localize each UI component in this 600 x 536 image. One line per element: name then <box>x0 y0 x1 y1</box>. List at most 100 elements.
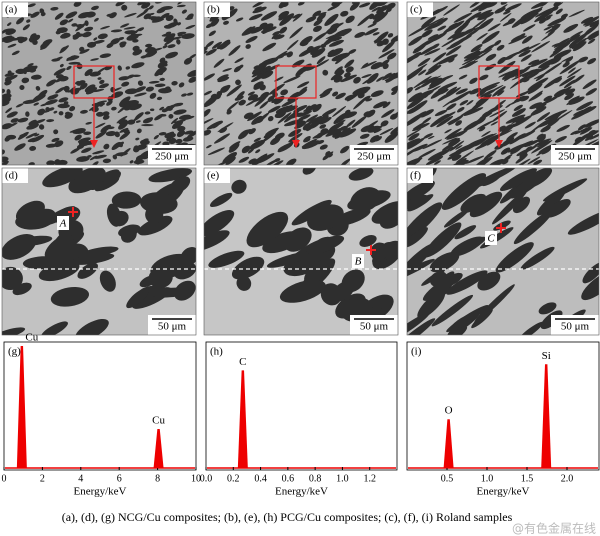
graphite-flake <box>251 67 268 78</box>
graphite-flake <box>38 124 45 130</box>
panel-frame <box>406 1 600 166</box>
graphite-flake <box>118 142 123 148</box>
graphite-flake <box>451 154 462 161</box>
graphite-flake <box>25 111 30 117</box>
graphite-flake <box>137 80 144 86</box>
graphite-flake <box>344 72 351 78</box>
graphite-flake <box>407 105 420 115</box>
graphite-flake <box>516 46 530 55</box>
graphite-flake <box>205 23 214 29</box>
x-tick-label: 2.0 <box>561 473 574 484</box>
graphite-flake <box>382 72 392 79</box>
arrow-head <box>495 140 503 148</box>
graphite-flake <box>177 31 187 35</box>
graphite-flake <box>254 6 262 11</box>
graphite-flake <box>496 44 505 51</box>
graphite-flake <box>175 138 183 144</box>
graphite-flake <box>441 173 487 210</box>
graphite-flake <box>59 45 69 54</box>
scale-label: 50 μm <box>360 321 389 333</box>
graphite-flake <box>422 272 461 301</box>
graphite-flake <box>176 130 186 138</box>
graphite-flake <box>427 34 439 40</box>
graphite-flake <box>518 49 531 58</box>
graphite-flake <box>446 130 468 140</box>
graphite-flake <box>369 2 382 10</box>
graphite-flake <box>505 114 526 124</box>
graphite-flake <box>204 209 235 237</box>
graphite-flake <box>235 17 244 22</box>
graphite-flake <box>267 116 274 122</box>
x-tick-label: 1.5 <box>521 473 534 484</box>
graphite-flake <box>132 49 143 56</box>
graphite-flake <box>350 187 381 212</box>
graphite-flake <box>504 3 522 12</box>
graphite-flake <box>443 208 470 228</box>
graphite-flake <box>19 85 25 90</box>
graphite-flake <box>423 133 434 139</box>
graphite-flake <box>475 94 492 105</box>
x-tick-label: 1.0 <box>481 473 494 484</box>
graphite-flake <box>345 119 356 128</box>
graphite-flake <box>335 69 344 75</box>
graphite-flake <box>186 13 194 20</box>
graphite-flake <box>541 96 558 105</box>
graphite-flake <box>7 122 18 128</box>
graphite-flake <box>589 17 599 28</box>
graphite-flake <box>279 13 295 26</box>
graphite-flake <box>236 275 252 291</box>
graphite-flake <box>158 87 172 94</box>
graphite-flake <box>407 202 443 243</box>
graphite-flake <box>148 168 193 183</box>
panel-frame <box>1 167 197 336</box>
graphite-flake <box>446 86 458 95</box>
graphite-flake <box>81 147 92 154</box>
graphite-flake <box>241 145 251 154</box>
graphite-flake <box>511 108 526 117</box>
graphite-flake <box>282 105 298 113</box>
graphite-flake <box>390 34 398 43</box>
graphite-flake <box>321 108 337 117</box>
graphite-flake <box>317 11 327 16</box>
graphite-flake <box>364 28 379 36</box>
graphite-flake <box>2 234 37 260</box>
graphite-flake <box>568 67 576 74</box>
graphite-flake <box>120 23 130 28</box>
graphite-flake <box>469 87 482 95</box>
graphite-flake <box>134 92 147 97</box>
graphite-flake <box>216 41 231 50</box>
x-tick-label: 10 <box>191 473 201 484</box>
point-label-bg <box>57 216 69 230</box>
graphite-flake <box>588 129 597 136</box>
graphite-flake <box>12 282 32 296</box>
graphite-flake <box>307 204 344 231</box>
graphite-flake <box>278 11 290 21</box>
graphite-flake <box>567 209 599 235</box>
graphite-flake <box>419 45 437 56</box>
graphite-flake <box>531 40 551 53</box>
graphite-flake <box>331 52 351 62</box>
graphite-flake <box>433 160 441 165</box>
arrow-head <box>90 140 98 148</box>
graphite-flake <box>272 30 281 36</box>
graphite-flake <box>204 46 208 52</box>
graphite-flake <box>286 39 299 51</box>
graphite-flake <box>46 79 57 87</box>
graphite-flake <box>251 153 268 165</box>
graphite-flake <box>345 15 355 24</box>
graphite-flake <box>32 39 38 45</box>
graphite-flake <box>407 138 421 150</box>
graphite-flake <box>520 72 539 82</box>
graphite-flake <box>172 120 184 130</box>
graphite-flake <box>26 123 39 130</box>
graphite-flake <box>167 44 176 49</box>
graphite-flake <box>5 28 16 35</box>
graphite-flake <box>31 134 45 143</box>
graphite-flake <box>274 158 281 163</box>
graphite-flake <box>169 176 191 194</box>
graphite-flake <box>412 122 430 132</box>
panel-frame <box>1 1 197 166</box>
graphite-flake <box>333 112 349 125</box>
graphite-flake <box>303 104 321 112</box>
